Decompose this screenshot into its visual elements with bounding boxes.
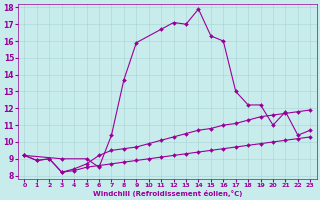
X-axis label: Windchill (Refroidissement éolien,°C): Windchill (Refroidissement éolien,°C)	[93, 190, 242, 197]
